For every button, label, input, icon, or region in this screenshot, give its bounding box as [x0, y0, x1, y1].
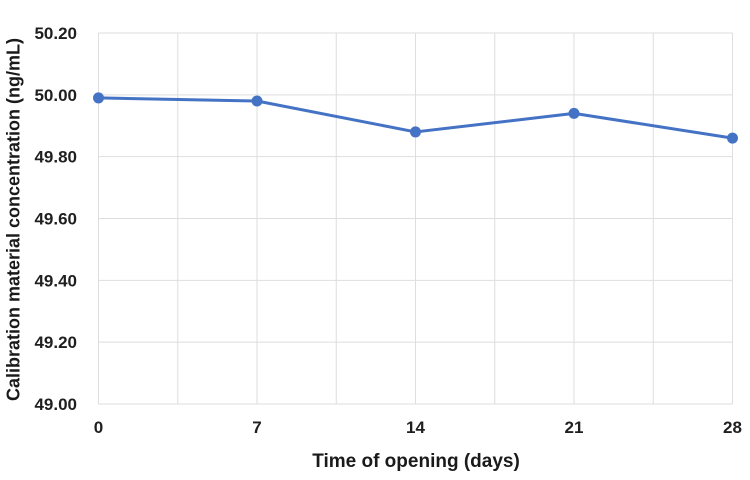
data-point [727, 132, 738, 144]
y-tick-label: 49.40 [34, 271, 77, 290]
y-tick-label: 50.00 [34, 86, 77, 105]
x-tick-label: 28 [723, 418, 742, 437]
data-point [410, 126, 421, 138]
y-axis-title: Calibration material concentration (ng/m… [3, 37, 24, 402]
x-tick-label: 0 [94, 418, 103, 437]
x-tick-label: 7 [252, 418, 261, 437]
y-tick-label: 49.20 [34, 333, 77, 352]
y-tick-label: 49.60 [34, 210, 77, 229]
x-tick-label: 14 [406, 418, 425, 437]
data-point [93, 92, 104, 104]
y-tick-label: 49.80 [34, 148, 77, 167]
y-tick-label: 50.20 [34, 24, 77, 43]
x-axis-title: Time of opening (days) [312, 451, 520, 472]
data-point [251, 95, 263, 107]
x-tick-label: 21 [565, 418, 584, 437]
data-point [568, 107, 580, 119]
y-tick-label: 49.00 [34, 395, 77, 414]
